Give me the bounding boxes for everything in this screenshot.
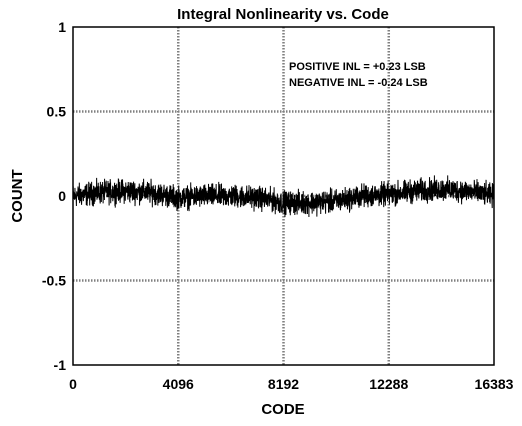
y-tick-label: 1 <box>58 19 66 35</box>
x-tick-label: 8192 <box>268 376 299 392</box>
x-tick-label: 16383 <box>475 376 514 392</box>
x-tick-labels: 0 4096 8192 12288 16383 <box>69 376 514 392</box>
inl-series-line <box>72 175 495 218</box>
positive-inl-annotation: POSITIVE INL = +0.23 LSB <box>289 61 426 73</box>
chart-title: Integral Nonlinearity vs. Code <box>177 6 389 23</box>
x-tick-label: 4096 <box>163 376 194 392</box>
y-tick-label: -1 <box>54 357 67 373</box>
y-axis-label: COUNT <box>9 169 26 222</box>
y-tick-label: 0 <box>58 188 66 204</box>
negative-inl-annotation: NEGATIVE INL = -0.24 LSB <box>289 77 428 89</box>
x-tick-label: 0 <box>69 376 77 392</box>
plot-frame <box>72 26 495 366</box>
y-tick-labels: 1 0.5 0 -0.5 -1 <box>42 19 66 373</box>
y-tick-label: -0.5 <box>42 273 66 289</box>
y-tick-label: 0.5 <box>47 104 67 120</box>
series-layer <box>72 175 495 218</box>
x-tick-label: 12288 <box>369 376 408 392</box>
x-axis-label: CODE <box>261 401 304 418</box>
